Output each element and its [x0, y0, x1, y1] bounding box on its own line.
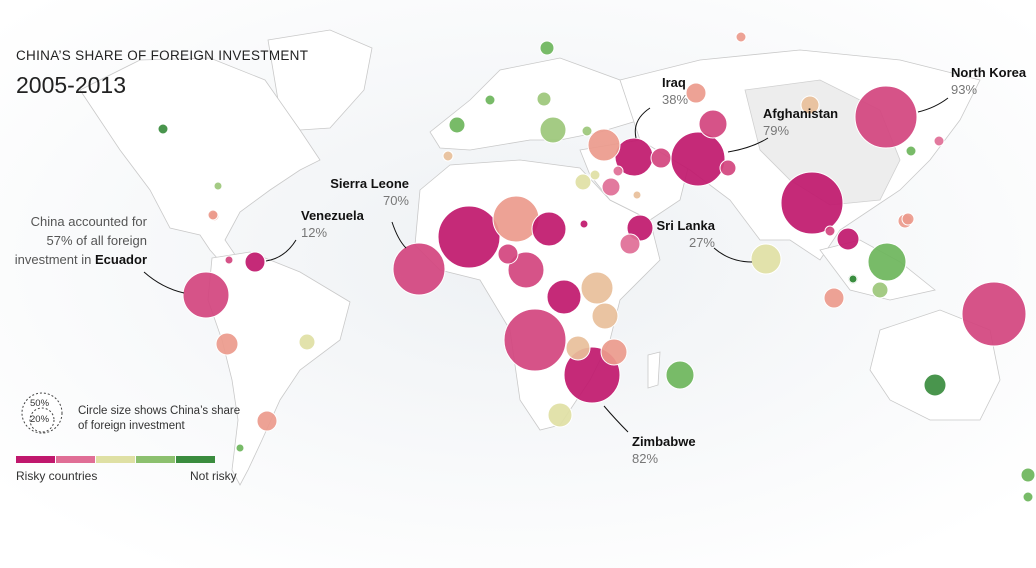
- ecuador-annotation: China accounted for 57% of all foreign i…: [14, 214, 147, 267]
- circle-poland: [539, 116, 567, 144]
- sri-lanka-arrow: [713, 247, 753, 263]
- circle-uk: [448, 116, 466, 134]
- circle-gabon: [497, 243, 519, 265]
- circle-afghanistan: [670, 131, 726, 187]
- circle-fiji: [1022, 491, 1034, 503]
- circle-mongolia: [800, 95, 820, 115]
- circle-angola: [503, 308, 567, 372]
- circle-ethiopia: [619, 233, 641, 255]
- circle-laos: [836, 227, 860, 251]
- circle-brazil: [298, 333, 316, 351]
- label-afghanistan: Afghanistan 79%: [763, 106, 839, 138]
- circle-nigeria: [437, 205, 501, 269]
- callout-arrows: [143, 97, 949, 433]
- circle-canada: [157, 123, 169, 135]
- sierra-leone-arrow: [391, 221, 407, 249]
- circle-yemen: [574, 173, 592, 191]
- circle-sri-lanka: [750, 243, 782, 275]
- label-iraq: Iraq 38%: [662, 75, 689, 107]
- legend-risky-label: Risky countries: [16, 469, 98, 483]
- circle-iran: [650, 147, 672, 169]
- circle-venezuela: [244, 251, 266, 273]
- circle-greece: [581, 125, 593, 137]
- madagascar-land: [647, 351, 661, 389]
- circle-kenya: [591, 302, 619, 330]
- circle-tonga: [1020, 467, 1036, 483]
- afghanistan-arrow: [727, 137, 769, 153]
- label-sri-lanka: Sri Lanka 27%: [656, 218, 715, 250]
- venezuela-arrow: [265, 239, 297, 262]
- circle-egypt: [601, 177, 621, 197]
- circle-cameroon: [531, 211, 567, 247]
- circle-chad: [579, 219, 589, 229]
- map-title-years: 2005-2013: [16, 72, 126, 98]
- circle-iceland: [207, 209, 219, 221]
- circle-kazakhstan: [698, 109, 728, 139]
- circle-caribbean: [213, 181, 223, 191]
- iraq-arrow: [634, 107, 651, 139]
- circle-indonesia: [867, 242, 907, 282]
- risk-scale-segment-4: [136, 456, 175, 463]
- country-circles: [157, 31, 1036, 503]
- north-america-land: [79, 57, 321, 269]
- circle-uzbek: [901, 212, 915, 226]
- circle-zambia: [565, 335, 591, 361]
- circle-japan: [933, 135, 945, 147]
- circle-argentina: [256, 410, 278, 432]
- risk-scale-segment-3: [96, 456, 135, 463]
- risk-scale-segment-5: [176, 456, 215, 463]
- circle-peru: [215, 332, 239, 356]
- circle-australia: [923, 373, 947, 397]
- circle-timor: [823, 287, 845, 309]
- circle-pakistan: [719, 159, 737, 177]
- circle-bolivia: [235, 443, 245, 453]
- circle-north-korea: [854, 85, 918, 149]
- circle-saudi: [587, 128, 621, 162]
- legend-not-risky-label: Not risky: [190, 469, 237, 483]
- circle-armenia: [685, 82, 707, 104]
- label-venezuela: Venezuela 12%: [301, 208, 364, 240]
- circle-jordan: [612, 165, 624, 177]
- circle-italy: [484, 94, 496, 106]
- label-sierra-leone: Sierra Leone 70%: [330, 176, 409, 208]
- circle-botswana: [547, 402, 573, 428]
- size-key-circles: [21, 392, 63, 434]
- circle-korea-s: [905, 145, 917, 157]
- circle-png: [961, 281, 1027, 347]
- label-north-korea: North Korea 93%: [951, 65, 1027, 97]
- circle-brunei: [848, 274, 858, 284]
- circle-congo: [507, 251, 545, 289]
- circle-drc: [546, 279, 582, 315]
- circle-spain: [442, 150, 454, 162]
- circle-myanmar: [780, 171, 844, 235]
- circle-ghana: [492, 195, 540, 243]
- risk-scale-segment-1: [16, 456, 55, 463]
- risk-color-scale: [16, 456, 215, 463]
- circle-madagascar: [665, 360, 695, 390]
- circle-georgia: [735, 31, 747, 43]
- circle-russia-w: [539, 40, 555, 56]
- size-key-label-small: 20%: [30, 414, 50, 425]
- ecuador-arrow: [143, 271, 185, 294]
- map-kicker: CHINA’S SHARE OF FOREIGN INVESTMENT: [16, 48, 309, 63]
- circle-mozambique: [600, 338, 628, 366]
- label-zimbabwe: Zimbabwe 82%: [632, 434, 696, 466]
- circle-cuba: [224, 255, 234, 265]
- circle-turkey: [589, 169, 601, 181]
- south-america-land: [207, 251, 351, 486]
- circle-germany: [536, 91, 552, 107]
- circle-malaysia: [871, 281, 889, 299]
- circle-qatar: [632, 190, 642, 200]
- size-key-label-large: 50%: [30, 398, 50, 409]
- circle-tanzania: [580, 271, 614, 305]
- zimbabwe-arrow: [603, 405, 629, 433]
- australia-land: [869, 309, 1001, 421]
- risk-scale-segment-2: [56, 456, 95, 463]
- circle-thailand: [824, 225, 836, 237]
- circle-sierra-leone: [392, 242, 446, 296]
- north-korea-arrow: [917, 97, 949, 113]
- size-key-note: Circle size shows China’s share of forei…: [78, 405, 241, 432]
- circle-ecuador: [182, 271, 230, 319]
